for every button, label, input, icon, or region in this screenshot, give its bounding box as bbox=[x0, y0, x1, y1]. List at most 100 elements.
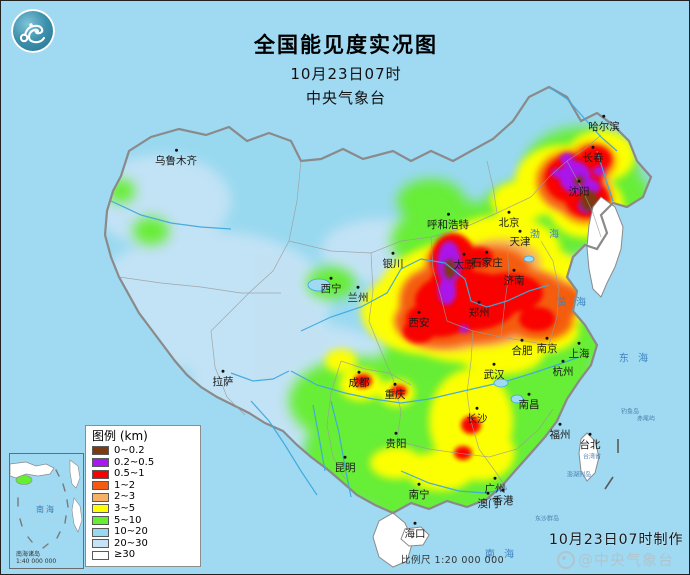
island-marks bbox=[604, 439, 619, 490]
scale-bar: 比例尺 1:20 000 000 bbox=[401, 555, 505, 566]
legend-rows: 0~0.2 0.2~0.5 0.5~1 1~2 2~3 3~5 5~10 10~20 20~30… bbox=[92, 445, 195, 561]
legend-swatch bbox=[92, 458, 109, 468]
city-marker-dot bbox=[391, 251, 395, 255]
legend-label: 5~10 bbox=[114, 514, 142, 526]
city-marker-dot bbox=[446, 212, 450, 216]
city-marker-dot bbox=[475, 406, 479, 410]
city-label: 香港 bbox=[493, 488, 514, 507]
city-marker-dot bbox=[393, 382, 397, 386]
legend-swatch bbox=[92, 504, 109, 514]
legend-row: 2~3 bbox=[92, 492, 195, 504]
watermark-text: @中央气象台 bbox=[578, 551, 675, 569]
city-label: 台北 bbox=[580, 432, 601, 451]
city-label: 合肥 bbox=[512, 338, 533, 357]
city-label: 拉萨 bbox=[213, 369, 234, 388]
city-label: 长沙 bbox=[467, 406, 488, 425]
city-marker-dot bbox=[512, 268, 516, 272]
island-label: 钓鱼岛 bbox=[620, 408, 640, 416]
city-label: 武汉 bbox=[484, 362, 505, 381]
city-marker-dot bbox=[221, 369, 225, 373]
city-marker-dot bbox=[174, 148, 178, 152]
city-label: 杭州 bbox=[553, 359, 574, 378]
legend-label: 1~2 bbox=[114, 479, 136, 491]
inset-graphic bbox=[10, 454, 83, 568]
city-marker-dot bbox=[477, 300, 481, 304]
city-label: 兰州 bbox=[348, 285, 369, 304]
province-borders bbox=[118, 134, 602, 490]
city-marker-dot bbox=[591, 145, 595, 149]
city-marker-dot bbox=[394, 431, 398, 435]
city-marker-dot bbox=[329, 276, 333, 280]
legend-row: 10~20 bbox=[92, 526, 195, 538]
island-label: 赤尾屿 bbox=[636, 415, 656, 423]
legend-swatch bbox=[92, 516, 109, 526]
island-label: 东沙群岛 bbox=[534, 515, 560, 523]
city-label: 西宁 bbox=[321, 276, 342, 295]
city-marker-dot bbox=[577, 179, 581, 183]
cma-dragon-logo-icon: 。 bbox=[11, 9, 55, 53]
city-marker-dot bbox=[501, 488, 505, 492]
island-label: 澎湖列岛 bbox=[566, 471, 592, 479]
legend-label: 0.5~1 bbox=[114, 468, 145, 480]
city-marker-dot bbox=[357, 370, 361, 374]
city-marker-dot bbox=[527, 392, 531, 396]
legend-swatch bbox=[92, 492, 109, 502]
city-label: 南宁 bbox=[409, 482, 430, 501]
legend-label: 0.2~0.5 bbox=[114, 456, 155, 468]
inset-scale-title: 南海诸岛 bbox=[16, 551, 41, 559]
city-label: 沈阳 bbox=[569, 179, 590, 198]
sea-label: 黄 海 bbox=[556, 297, 590, 309]
legend-swatch bbox=[92, 481, 109, 491]
south-china-sea-inset: 南海 南海诸岛 1:40 000 000 bbox=[9, 453, 84, 569]
lakes bbox=[307, 255, 535, 404]
legend-row: 20~30 bbox=[92, 538, 195, 550]
city-label: 上海 bbox=[569, 341, 590, 360]
city-marker-dot bbox=[417, 482, 421, 486]
legend-label: ≥30 bbox=[114, 549, 136, 561]
city-marker-dot bbox=[558, 422, 562, 426]
city-label: 乌鲁木齐 bbox=[155, 148, 197, 167]
city-label: 济南 bbox=[504, 268, 525, 287]
legend-row: 3~5 bbox=[92, 503, 195, 515]
city-label: 广州 bbox=[485, 476, 506, 495]
legend-swatch bbox=[92, 539, 109, 549]
city-marker-dot bbox=[518, 229, 522, 233]
city-label: 澳门 bbox=[478, 491, 499, 510]
legend-row: 0.2~0.5 bbox=[92, 457, 195, 469]
city-label: 成都 bbox=[349, 370, 370, 389]
city-label: 太原 bbox=[454, 252, 475, 271]
city-label: 天津 bbox=[510, 229, 531, 248]
city-label: 北京 bbox=[499, 210, 520, 229]
production-credit: 10月23日07时制作 bbox=[549, 532, 684, 548]
legend-swatch bbox=[92, 469, 109, 479]
city-label: 呼和浩特 bbox=[427, 212, 469, 231]
weibo-watermark: @中央气象台 bbox=[557, 549, 674, 570]
legend-label: 0~0.2 bbox=[114, 444, 145, 456]
city-marker-dot bbox=[561, 359, 565, 363]
rivers bbox=[110, 86, 618, 498]
inset-scale-value: 1:40 000 000 bbox=[16, 558, 57, 566]
weibo-icon bbox=[557, 550, 575, 569]
legend-row: 0~0.2 bbox=[92, 445, 195, 457]
city-marker-dot bbox=[343, 455, 347, 459]
city-label: 海口 bbox=[405, 521, 426, 540]
legend-label: 20~30 bbox=[114, 537, 148, 549]
city-marker-dot bbox=[417, 310, 421, 314]
legend-label: 3~5 bbox=[114, 502, 136, 514]
city-label: 长春 bbox=[583, 145, 604, 164]
legend-label: 10~20 bbox=[114, 526, 148, 538]
city-label: 福州 bbox=[550, 422, 571, 441]
legend-label: 2~3 bbox=[114, 491, 136, 503]
city-label: 贵阳 bbox=[386, 431, 407, 450]
city-marker-dot bbox=[492, 362, 496, 366]
city-label: 昆明 bbox=[335, 455, 356, 474]
legend-row: ≥30 bbox=[92, 550, 195, 562]
legend-row: 1~2 bbox=[92, 480, 195, 492]
city-label: 哈尔滨 bbox=[588, 114, 620, 133]
city-label: 西安 bbox=[409, 310, 430, 329]
city-marker-dot bbox=[545, 336, 549, 340]
legend-title: 图例 (km) bbox=[92, 429, 148, 443]
city-label: 重庆 bbox=[385, 382, 406, 401]
city-label: 银川 bbox=[383, 251, 404, 270]
